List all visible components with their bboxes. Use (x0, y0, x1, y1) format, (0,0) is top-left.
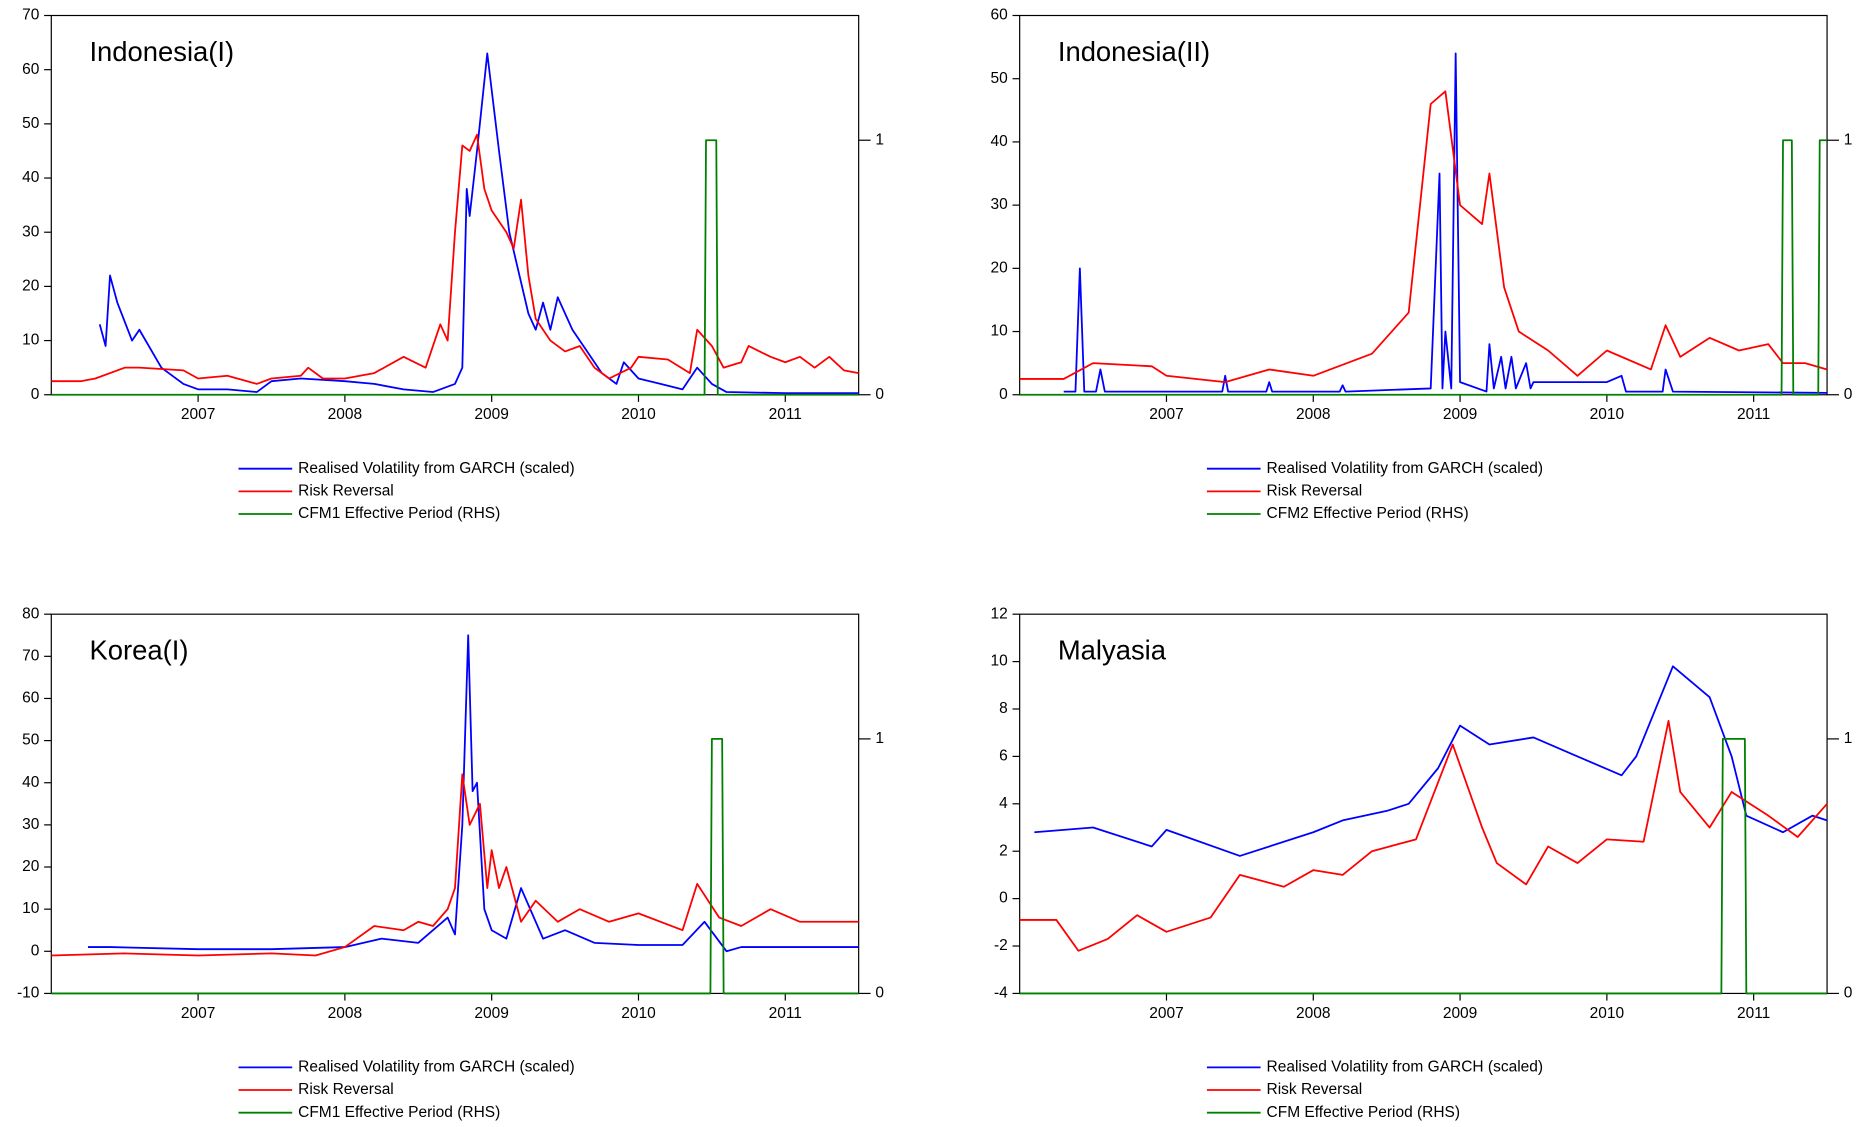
y-tick-label: 50 (22, 732, 40, 749)
plot-frame (1019, 613, 1828, 995)
x-tick-label: 2007 (1149, 1005, 1183, 1022)
x-tick-label: 2009 (1443, 1005, 1477, 1022)
x-tick-label: 2011 (1737, 406, 1770, 423)
y-tick-label: 30 (990, 196, 1008, 213)
x-tick-label: 2008 (1296, 406, 1330, 423)
x-tick-label: 2011 (769, 406, 802, 423)
x-tick-label: 2010 (621, 1005, 656, 1022)
series-line (87, 634, 859, 953)
y2-tick-label: 1 (875, 730, 884, 747)
series-line (1063, 52, 1828, 394)
plot-frame (1019, 14, 1828, 396)
panel-title: Indonesia(II) (1058, 36, 1210, 67)
x-tick-label: 2010 (1590, 406, 1625, 423)
chart-panel: 0 10 20 30 40 50 60 0 1 2007 2008 2009 2010 2011 Indon… (990, 7, 1852, 523)
y-tick-label: 12 (990, 605, 1007, 622)
legend-label: CFM Effective Period (RHS) (1267, 1104, 1461, 1121)
series-line (51, 773, 859, 957)
x-tick-label: 2009 (474, 1005, 508, 1022)
x-tick-label: 2011 (1737, 1005, 1770, 1022)
series-line (1034, 665, 1828, 857)
x-tick-label: 2007 (1149, 406, 1183, 423)
series-line (98, 52, 859, 395)
x-tick-label: 2009 (474, 406, 508, 423)
y-tick-label: 10 (990, 653, 1008, 670)
y-tick-label: 40 (990, 133, 1008, 150)
y2-tick-label: 0 (875, 386, 884, 403)
series-line (51, 139, 859, 396)
y2-tick-label: 1 (875, 131, 884, 148)
y2-tick-label: 0 (875, 985, 884, 1002)
y-tick-label: 20 (22, 277, 40, 294)
y-tick-label: 50 (990, 70, 1008, 87)
x-tick-label: 2007 (181, 406, 215, 423)
y-tick-label: 0 (999, 890, 1008, 907)
y-tick-label: 0 (999, 386, 1008, 403)
plot-frame (50, 613, 860, 995)
x-tick-label: 2008 (328, 1005, 362, 1022)
series-line (51, 133, 859, 385)
legend-label: Realised Volatility from GARCH (scaled) (1267, 460, 1544, 477)
legend-label: Risk Reversal (1267, 1081, 1363, 1098)
y2-tick-label: 1 (1844, 730, 1853, 747)
y-tick-label: 2 (999, 842, 1008, 859)
y-tick-label: -4 (994, 985, 1008, 1002)
x-tick-label: 2008 (328, 406, 362, 423)
chart-panel: 0 10 20 30 40 50 60 70 0 1 2007 2008 2009 2010 2011 Ind… (22, 7, 884, 523)
legend-label: Realised Volatility from GARCH (scaled) (1267, 1058, 1544, 1075)
y-tick-label: 20 (22, 858, 40, 875)
y-tick-label: 20 (990, 259, 1008, 276)
y-tick-label: 0 (31, 386, 40, 403)
y-tick-label: 70 (22, 647, 40, 664)
chart-panel: -4 -2 0 2 4 6 8 10 12 0 1 2007 2008 2009 2010 2011 Malya… (990, 605, 1852, 1121)
y-tick-label: 60 (22, 690, 40, 707)
x-tick-label: 2008 (1296, 1005, 1330, 1022)
series-line (1019, 139, 1828, 396)
y-tick-label: 4 (999, 795, 1008, 812)
panel-title: Indonesia(I) (89, 36, 234, 67)
legend-label: Realised Volatility from GARCH (scaled) (298, 1058, 575, 1075)
y-tick-label: 10 (22, 900, 40, 917)
y-tick-label: 10 (990, 323, 1008, 340)
legend-label: Risk Reversal (298, 482, 394, 499)
y-tick-label: 70 (22, 7, 40, 24)
x-tick-label: 2007 (181, 1005, 215, 1022)
legend-label: Risk Reversal (298, 1081, 394, 1098)
x-tick-label: 2010 (1590, 1005, 1625, 1022)
y-tick-label: 40 (22, 774, 40, 791)
panel-title: Korea(I) (89, 635, 188, 666)
y-tick-label: 60 (990, 7, 1008, 24)
legend-label: Risk Reversal (1267, 482, 1363, 499)
legend-label: CFM2 Effective Period (RHS) (1267, 505, 1469, 522)
y-tick-label: 80 (22, 605, 40, 622)
plot-frame (50, 14, 860, 396)
chart-panel: -10 0 10 20 30 40 50 60 70 80 0 1 2007 2008 2009 2010 20… (17, 605, 884, 1121)
y-tick-label: 6 (999, 747, 1008, 764)
y-tick-label: 8 (999, 700, 1008, 717)
x-tick-label: 2010 (621, 406, 656, 423)
y2-tick-label: 1 (1844, 131, 1853, 148)
y-tick-label: 60 (22, 61, 40, 78)
y-tick-label: 10 (22, 332, 40, 349)
y-tick-label: 50 (22, 115, 40, 132)
series-line (1019, 738, 1828, 995)
y-tick-label: -10 (17, 985, 40, 1002)
series-line (1019, 719, 1828, 952)
legend-label: Realised Volatility from GARCH (scaled) (298, 460, 575, 477)
y-tick-label: 40 (22, 169, 40, 186)
y2-tick-label: 0 (1844, 386, 1853, 403)
x-tick-label: 2011 (769, 1005, 802, 1022)
y2-tick-label: 0 (1844, 985, 1853, 1002)
x-tick-label: 2009 (1443, 406, 1477, 423)
series-line (51, 738, 859, 995)
legend-label: CFM1 Effective Period (RHS) (298, 1104, 500, 1121)
y-tick-label: 30 (22, 223, 40, 240)
y-tick-label: 0 (31, 942, 40, 959)
y-tick-label: 30 (22, 816, 40, 833)
series-line (1019, 90, 1828, 384)
legend-label: CFM1 Effective Period (RHS) (298, 505, 500, 522)
panel-title: Malyasia (1058, 635, 1167, 666)
y-tick-label: -2 (994, 937, 1008, 954)
